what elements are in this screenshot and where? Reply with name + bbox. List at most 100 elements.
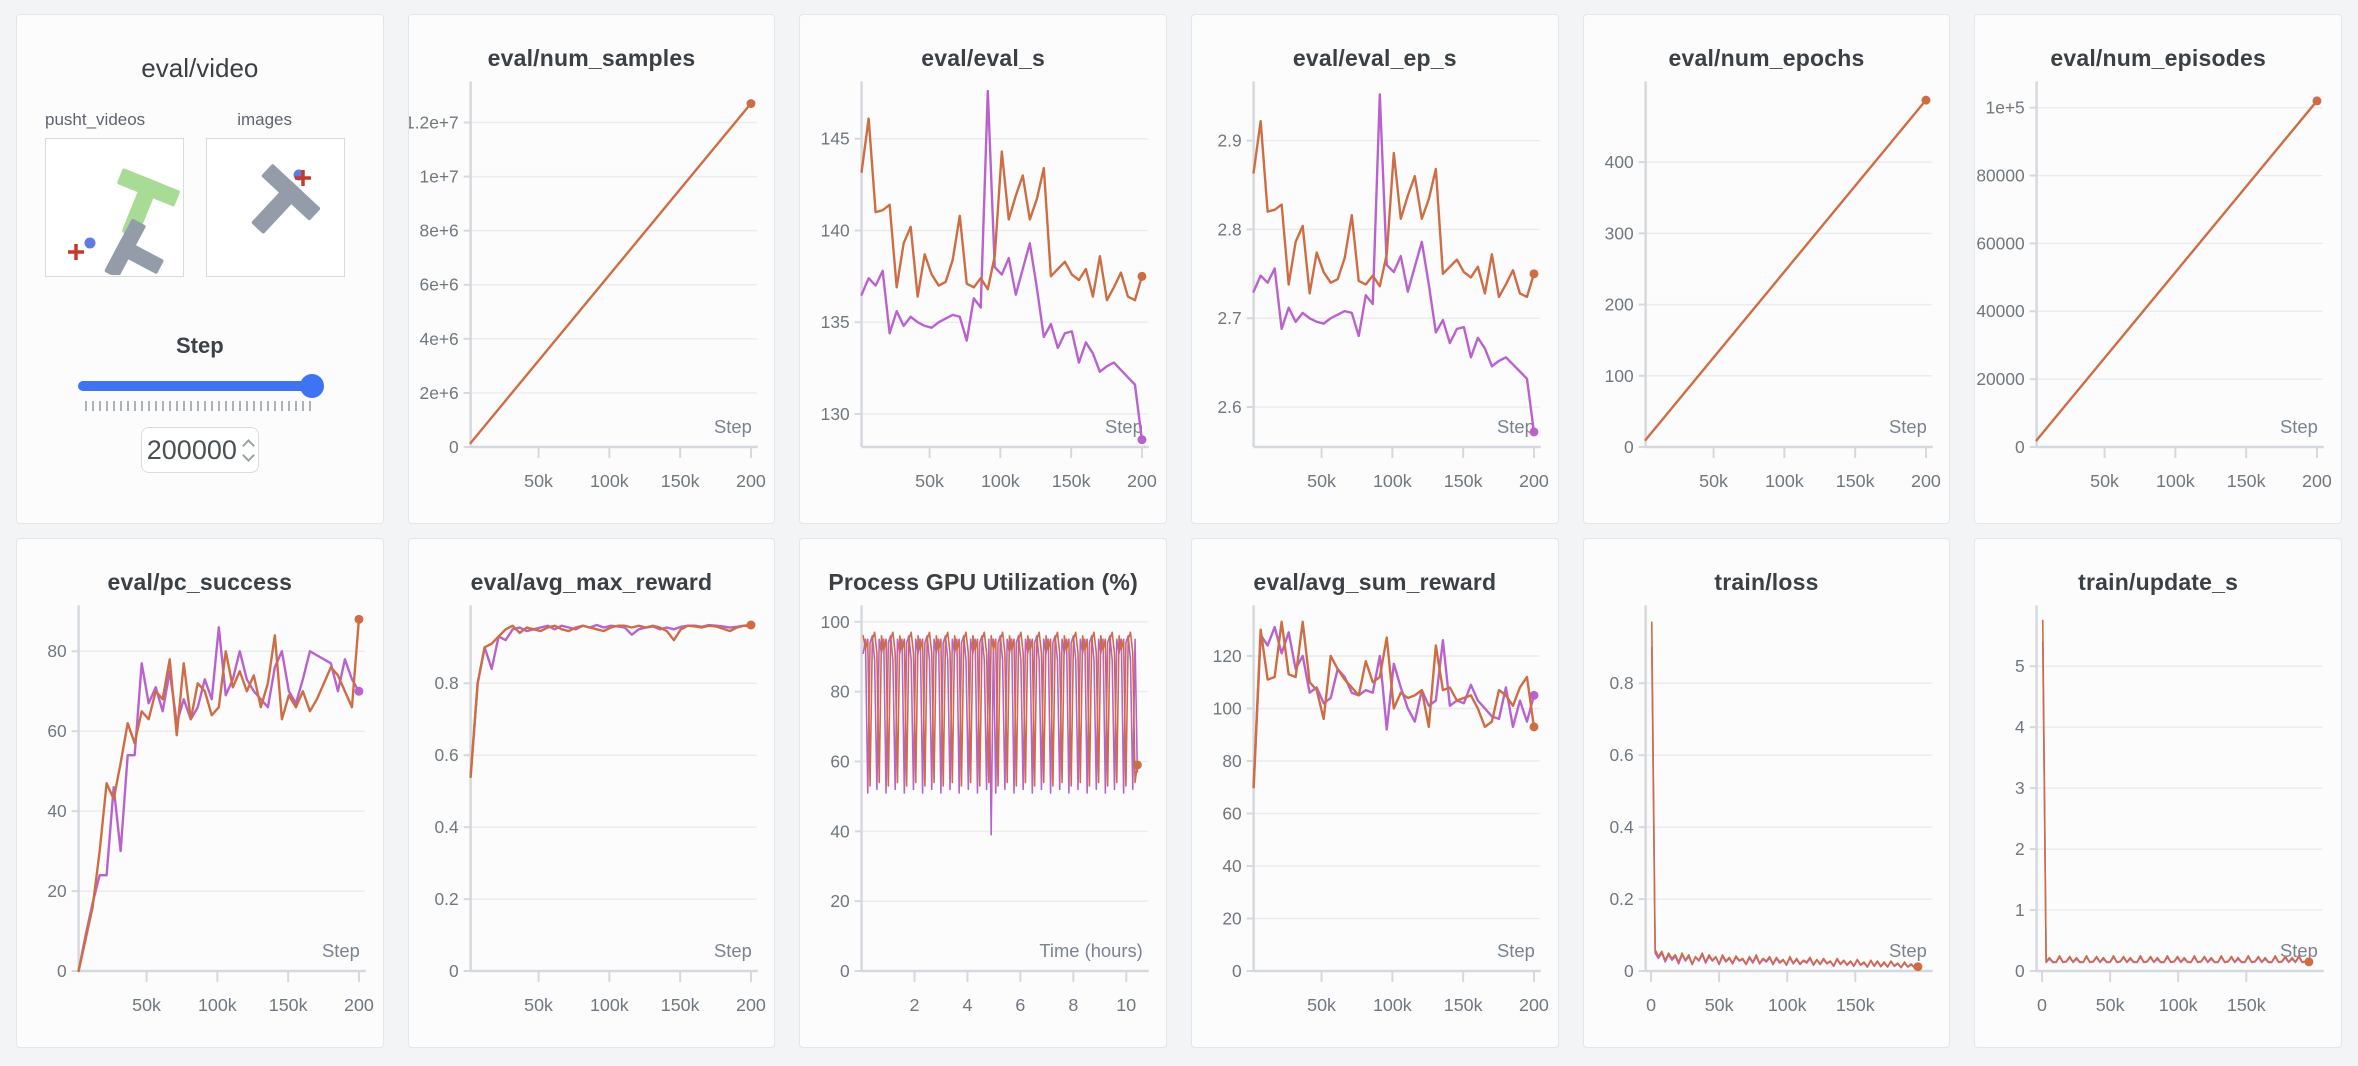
svg-text:0: 0 xyxy=(449,961,459,981)
svg-text:200: 200 xyxy=(1519,995,1549,1015)
svg-text:6: 6 xyxy=(1016,995,1026,1015)
svg-text:0.4: 0.4 xyxy=(434,817,458,837)
svg-text:100k: 100k xyxy=(2159,995,2198,1015)
panel-num_epochs: eval/num_epochs 0 100 200 300 400 50k 100k 150k 2… xyxy=(1582,14,1951,524)
chart-num_episodes[interactable]: 0 20000 40000 60000 80000 1e+5 50k 100k 150k 200 S… xyxy=(1975,72,2341,518)
chart-eval_ep_s[interactable]: 2.6 2.7 2.8 2.9 50k 100k 150k 200 Step xyxy=(1192,72,1558,518)
chart-gpu_util[interactable]: 0 20 40 60 80 100 2 4 6 8 10 Time (hours) xyxy=(800,596,1166,1042)
chart-title: train/loss xyxy=(1714,569,1819,595)
svg-text:100k: 100k xyxy=(981,471,1020,491)
svg-text:150k: 150k xyxy=(269,995,308,1015)
svg-text:0.6: 0.6 xyxy=(1609,745,1633,765)
chart-num_epochs[interactable]: 0 100 200 300 400 50k 100k 150k 200 Step xyxy=(1584,72,1950,518)
svg-text:60: 60 xyxy=(1222,803,1241,823)
svg-text:40000: 40000 xyxy=(1977,301,2025,321)
chart-avg_sum_reward[interactable]: 0 20 40 60 80 100 120 50k 100k 150k 200 Step xyxy=(1192,596,1558,1042)
target-cross xyxy=(295,170,311,186)
chart-train_loss[interactable]: 0 0.2 0.4 0.6 0.8 0 50k 100k 150k Step xyxy=(1584,596,1950,1042)
agent-dot xyxy=(84,237,96,249)
svg-text:100: 100 xyxy=(1604,366,1633,386)
chart-avg_max_reward[interactable]: 0 0.2 0.4 0.6 0.8 50k 100k 150k 200 Step xyxy=(409,596,775,1042)
step-spinner[interactable] xyxy=(242,438,255,462)
gray-t-shape xyxy=(104,218,164,279)
panel-eval-video: eval/video pusht_videos images xyxy=(16,14,384,524)
svg-text:0: 0 xyxy=(2037,995,2047,1015)
target-cross xyxy=(68,244,84,260)
pusht-video-canvas xyxy=(68,168,180,279)
svg-text:Step: Step xyxy=(714,416,752,437)
panel-pc_success: eval/pc_success 0 20 40 60 80 50k 100k 150k 200 St… xyxy=(16,538,384,1048)
svg-text:4: 4 xyxy=(2015,717,2025,737)
svg-text:200: 200 xyxy=(736,471,766,491)
chart-pc_success[interactable]: 0 20 40 60 80 50k 100k 150k 200 Step xyxy=(17,596,383,1042)
svg-text:Step: Step xyxy=(714,940,752,961)
svg-text:8e+6: 8e+6 xyxy=(419,221,458,241)
svg-text:2.7: 2.7 xyxy=(1218,308,1242,328)
svg-text:200: 200 xyxy=(1519,471,1549,491)
svg-text:2.8: 2.8 xyxy=(1218,219,1242,239)
svg-text:20: 20 xyxy=(47,881,66,901)
svg-text:Step: Step xyxy=(1889,940,1927,961)
svg-text:200: 200 xyxy=(1127,471,1157,491)
step-slider[interactable] xyxy=(77,373,324,399)
pusht-video-thumbnail[interactable] xyxy=(45,138,184,279)
chart-eval_s[interactable]: 130 135 140 145 50k 100k 150k 200 Step xyxy=(800,72,1166,518)
svg-text:100: 100 xyxy=(1213,698,1242,718)
svg-text:150k: 150k xyxy=(2227,995,2266,1015)
svg-text:60: 60 xyxy=(47,721,66,741)
svg-text:4: 4 xyxy=(963,995,973,1015)
chart-title: eval/pc_success xyxy=(107,569,293,595)
svg-text:3: 3 xyxy=(2015,778,2025,798)
svg-text:150k: 150k xyxy=(1052,471,1091,491)
svg-text:0.8: 0.8 xyxy=(1609,673,1633,693)
spinner-down-icon[interactable] xyxy=(242,448,255,462)
chart-train_update_s[interactable]: 0 1 2 3 4 5 0 50k 100k 150k Step xyxy=(1975,596,2341,1042)
svg-text:2e+6: 2e+6 xyxy=(419,383,458,403)
svg-text:100k: 100k xyxy=(590,471,629,491)
step-slider-label: Step xyxy=(175,333,224,358)
chart-title: eval/eval_ep_s xyxy=(1292,45,1457,71)
svg-text:40: 40 xyxy=(1222,856,1241,876)
svg-text:150k: 150k xyxy=(1444,471,1483,491)
step-slider-track[interactable] xyxy=(77,381,322,391)
images-thumbnail[interactable] xyxy=(206,138,345,277)
svg-text:80000: 80000 xyxy=(1977,166,2025,186)
gray-t-shape xyxy=(251,164,321,234)
svg-text:400: 400 xyxy=(1604,152,1633,172)
svg-text:Step: Step xyxy=(322,940,360,961)
chart-title: eval/eval_s xyxy=(921,45,1045,71)
svg-text:Step: Step xyxy=(1497,940,1535,961)
step-value: 200000 xyxy=(146,434,237,465)
panel-eval_s: eval/eval_s 130 135 140 145 50k 100k 150k 200 Ste… xyxy=(799,14,1167,524)
svg-text:6e+6: 6e+6 xyxy=(419,275,458,295)
svg-text:200: 200 xyxy=(736,995,766,1015)
panel-avg_sum_reward: eval/avg_sum_reward 0 20 40 60 80 100 120 50k 100… xyxy=(1190,538,1559,1048)
panel-gpu_util: Process GPU Utilization (%) 0 20 40 60 80 100 2… xyxy=(799,538,1167,1048)
step-number-input[interactable]: 200000 xyxy=(140,427,259,473)
svg-text:200: 200 xyxy=(2302,471,2332,491)
step-slider-ticks xyxy=(84,401,315,411)
svg-text:20: 20 xyxy=(831,891,850,911)
svg-text:20000: 20000 xyxy=(1977,369,2025,389)
svg-text:50k: 50k xyxy=(524,471,553,491)
step-slider-thumb[interactable] xyxy=(299,374,324,398)
chart-title: Process GPU Utilization (%) xyxy=(828,569,1138,595)
svg-text:100k: 100k xyxy=(1765,471,1804,491)
svg-text:2.6: 2.6 xyxy=(1218,397,1242,417)
svg-text:0.8: 0.8 xyxy=(434,673,458,693)
svg-text:0.6: 0.6 xyxy=(434,745,458,765)
svg-text:0: 0 xyxy=(1646,995,1656,1015)
svg-text:130: 130 xyxy=(821,404,850,424)
svg-text:10: 10 xyxy=(1117,995,1137,1015)
svg-text:50k: 50k xyxy=(524,995,553,1015)
svg-text:0: 0 xyxy=(1624,961,1634,981)
svg-text:0: 0 xyxy=(1624,437,1634,457)
media-thumbnails xyxy=(45,138,355,279)
media-label-pusht-videos: pusht_videos xyxy=(45,110,146,129)
svg-text:Step: Step xyxy=(1105,416,1143,437)
svg-text:100k: 100k xyxy=(1767,995,1806,1015)
panel-train_loss: train/loss 0 0.2 0.4 0.6 0.8 0 50k 100k 150k Step xyxy=(1582,538,1951,1048)
chart-title: eval/avg_max_reward xyxy=(470,569,713,595)
svg-text:0: 0 xyxy=(449,437,459,457)
chart-num_samples[interactable]: 0 2e+6 4e+6 6e+6 8e+6 1e+7 1.2e+7 50k 100k 150k 20… xyxy=(409,72,775,518)
